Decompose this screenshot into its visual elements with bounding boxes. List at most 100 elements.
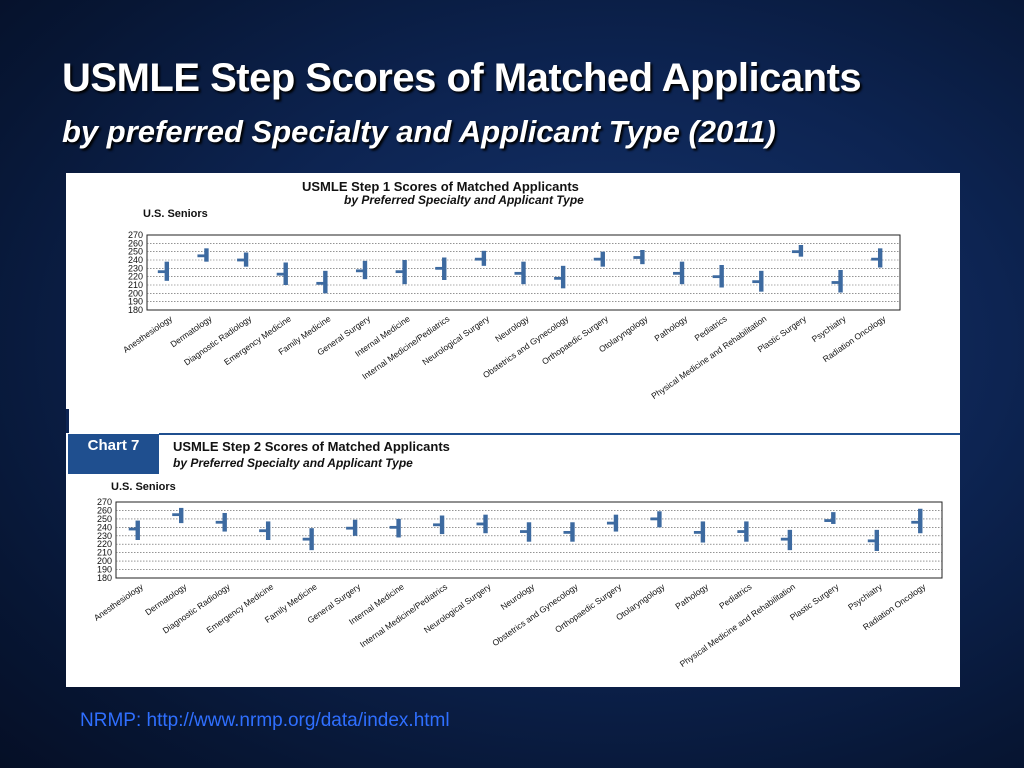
median-mark <box>302 537 312 541</box>
y-tick-label: 240 <box>97 522 112 532</box>
source-link[interactable]: NRMP: http://www.nrmp.org/data/index.htm… <box>80 710 450 731</box>
y-tick-label: 180 <box>97 573 112 583</box>
chart-header-rule <box>159 433 960 435</box>
category-label: Pediatrics <box>692 313 728 343</box>
median-mark <box>867 539 877 543</box>
plot-frame <box>115 501 943 579</box>
median-mark <box>520 530 529 533</box>
category-label: Neurology <box>493 313 531 344</box>
median-mark <box>346 526 356 530</box>
median-mark <box>911 520 921 524</box>
category-label: Neurological Surgery <box>420 313 491 367</box>
median-mark <box>780 537 790 541</box>
median-mark <box>606 521 616 525</box>
median-mark <box>433 523 443 527</box>
median-mark <box>215 520 225 524</box>
score-range-bar <box>309 528 314 551</box>
median-mark <box>791 250 801 254</box>
median-mark <box>593 257 603 261</box>
chart-subtitle: by Preferred Specialty and Applicant Typ… <box>344 193 584 207</box>
slide-subtitle: by preferred Specialty and Applicant Typ… <box>62 114 776 149</box>
panel-divider <box>66 409 69 433</box>
category-label: Psychiatry <box>846 581 884 612</box>
step2-chart: USMLE Step 2 Scores of Matched Applicant… <box>92 433 960 669</box>
category-label: Diagnostic Radiology <box>182 313 254 367</box>
y-tick-label: 260 <box>128 238 143 248</box>
slide-title: USMLE Step Scores of Matched Applicants <box>62 56 862 100</box>
chart-subtitle: by Preferred Specialty and Applicant Typ… <box>173 456 413 470</box>
category-label: Anesthesiology <box>92 581 146 623</box>
median-mark <box>157 270 167 274</box>
y-tick-label: 230 <box>128 263 143 273</box>
median-mark <box>172 513 182 517</box>
y-tick-label: 200 <box>97 556 112 566</box>
score-range-bar <box>700 521 706 543</box>
y-tick-label: 220 <box>128 272 143 282</box>
chart-badge: Chart 7 <box>68 434 159 474</box>
median-mark <box>474 257 484 261</box>
score-range-bar <box>352 519 358 536</box>
category-label: Emergency Medicine <box>222 313 293 367</box>
median-mark <box>824 519 834 522</box>
median-mark <box>197 254 207 258</box>
group-label: U.S. Seniors <box>111 481 176 493</box>
median-mark <box>514 271 524 275</box>
category-label: Pathology <box>673 581 710 611</box>
median-mark <box>435 266 445 270</box>
median-mark <box>128 527 138 531</box>
score-range-bar <box>402 260 407 285</box>
y-tick-label: 190 <box>97 565 112 575</box>
median-mark <box>563 531 573 534</box>
median-mark <box>476 522 486 526</box>
category-label: Internal Medicine/Pediatrics <box>358 581 449 649</box>
median-mark <box>389 525 399 529</box>
category-label: Neurology <box>499 581 537 612</box>
y-tick-label: 210 <box>128 280 143 290</box>
median-mark <box>554 276 564 280</box>
y-tick-label: 240 <box>128 255 143 265</box>
median-mark <box>395 270 405 274</box>
score-range-bar <box>831 512 836 524</box>
category-label: Orthopaedic Surgery <box>540 313 611 367</box>
category-label: Pathology <box>652 313 689 343</box>
median-mark <box>737 530 747 533</box>
median-mark <box>650 517 660 521</box>
median-mark <box>276 272 286 276</box>
y-tick-label: 200 <box>128 288 143 298</box>
median-mark <box>712 275 722 279</box>
y-tick-label: 250 <box>128 247 143 257</box>
y-tick-label: 220 <box>97 539 112 549</box>
score-range-bar <box>640 250 645 265</box>
category-label: Anesthesiology <box>121 313 175 355</box>
category-label: Obstetrics and Gynecology <box>490 581 580 648</box>
score-range-bar <box>164 261 170 281</box>
y-tick-label: 190 <box>128 297 143 307</box>
median-mark <box>237 258 247 262</box>
category-label: Plastic Surgery <box>788 581 841 622</box>
y-tick-label: 250 <box>97 514 112 524</box>
y-tick-label: 270 <box>128 230 143 240</box>
median-mark <box>831 281 841 284</box>
y-tick-label: 180 <box>128 305 143 315</box>
median-mark <box>316 281 326 285</box>
y-tick-label: 260 <box>97 505 112 515</box>
median-mark <box>355 269 365 273</box>
median-mark <box>693 531 703 534</box>
chart-title: USMLE Step 2 Scores of Matched Applicant… <box>173 439 450 454</box>
plot-frame <box>146 234 901 311</box>
category-label: Otolaryngology <box>614 581 667 622</box>
median-mark <box>673 271 683 275</box>
group-label: U.S. Seniors <box>143 208 208 220</box>
category-label: Psychiatry <box>810 313 848 344</box>
median-mark <box>259 529 269 533</box>
category-label: Pediatrics <box>717 581 753 611</box>
median-mark <box>752 280 762 284</box>
median-mark <box>633 256 643 259</box>
y-tick-label: 270 <box>97 497 112 507</box>
median-mark <box>871 257 881 261</box>
chart-title: USMLE Step 1 Scores of Matched Applicant… <box>302 179 579 194</box>
step1-chart: USMLE Step 1 Scores of Matched Applicant… <box>121 179 901 401</box>
y-tick-label: 230 <box>97 531 112 541</box>
charts-panel: USMLE Step 1 Scores of Matched Applicant… <box>66 173 960 687</box>
score-range-bar <box>838 270 843 293</box>
